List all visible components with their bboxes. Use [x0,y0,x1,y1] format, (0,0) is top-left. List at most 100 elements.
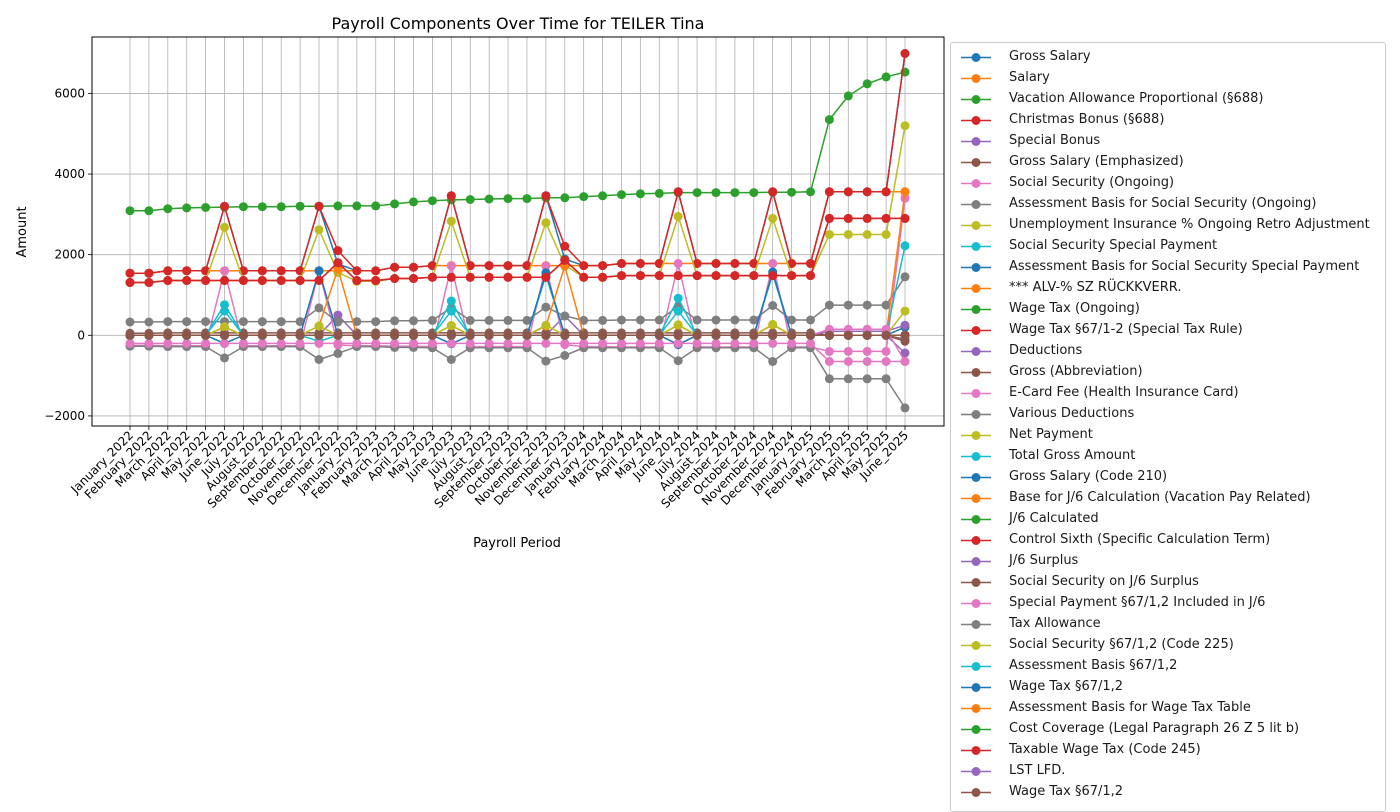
data-point [900,306,910,316]
data-point [617,338,626,348]
data-point [843,213,853,223]
data-point [881,72,891,82]
legend-label: Assessment Basis for Wage Tax Table [1009,700,1251,715]
legend-label: Special Bonus [1009,133,1101,148]
data-point [484,330,494,340]
data-point [201,338,211,348]
data-point [333,258,343,268]
data-point [673,187,683,197]
data-point [560,241,570,251]
data-point [427,272,437,282]
data-point [390,330,400,340]
data-point [333,246,343,256]
legend-marker [971,452,981,461]
chart-title: Payroll Components Over Time for TEILER … [332,14,705,33]
data-point [673,306,683,316]
data-point [371,276,381,285]
legend-marker [971,725,981,734]
data-point [503,315,513,325]
data-point [276,338,286,348]
data-point [352,266,362,276]
legend-item: Unemployment Insurance % Ongoing Retro A… [951,215,1385,236]
data-point [806,187,815,197]
legend-swatch [961,116,991,125]
legend-marker [971,515,981,524]
data-point [862,357,872,366]
legend-marker [971,641,981,650]
data-point [824,213,834,223]
legend-swatch [961,347,991,356]
data-point [730,271,740,281]
data-point [446,216,456,226]
data-point [446,191,456,201]
data-point [598,338,608,348]
data-point [730,315,740,325]
data-point [824,230,834,239]
data-point [201,203,211,212]
data-point [900,121,910,131]
legend-label: Deductions [1009,343,1083,358]
data-point [730,338,740,348]
data-point [579,261,589,271]
data-point [579,338,589,348]
data-point [862,79,872,89]
legend-marker [971,368,981,377]
legend-label: Base for J/6 Calculation (Vacation Pay R… [1009,490,1311,505]
data-point [787,338,797,348]
legend-swatch [961,536,991,545]
data-point [749,259,759,268]
data-point [768,213,778,223]
data-point [276,202,286,212]
data-point [730,259,740,268]
legend-item: Wage Tax §67/1-2 (Special Tax Rule) [951,320,1385,341]
data-point [371,201,381,211]
data-point [560,255,570,265]
data-point [768,330,778,340]
data-point [617,315,626,325]
legend-swatch [961,284,991,293]
legend-marker [971,788,981,797]
data-point [238,330,248,340]
data-point [314,303,324,313]
data-point [635,330,645,340]
legend-swatch [961,389,991,398]
data-point [182,317,192,327]
data-point [257,266,267,276]
legend-swatch [961,137,991,146]
data-point [144,206,154,216]
data-point [257,202,267,212]
y-axis-label: Amount [15,206,30,257]
data-point [862,213,872,223]
legend-swatch [961,326,991,335]
legend-item: Total Gross Amount [951,446,1385,467]
legend-label: Wage Tax §67/1-2 (Special Tax Rule) [1009,322,1243,337]
chart-background [0,0,948,800]
data-point [409,274,418,283]
data-point [333,330,343,340]
legend-label: Various Deductions [1009,406,1135,421]
data-point [522,338,532,348]
data-point [900,213,910,223]
data-point [654,188,664,198]
data-point [541,218,551,228]
legend-swatch [961,452,991,461]
data-point [711,271,721,281]
data-point [598,191,608,201]
legend-label: J/6 Surplus [1009,553,1079,568]
legend-label: Unemployment Insurance % Ongoing Retro A… [1009,217,1370,232]
data-point [824,357,834,366]
data-point [144,317,154,327]
data-point [900,272,910,282]
data-point [787,259,797,268]
data-point [352,317,362,327]
data-point [768,259,778,268]
data-point [522,330,532,340]
data-point [295,330,305,340]
legend-swatch [961,410,991,419]
data-point [182,266,192,276]
data-point [673,330,683,340]
legend-swatch [961,515,991,524]
series-35 [125,330,910,340]
legend-item: J/6 Calculated [951,509,1385,530]
data-point [390,338,400,348]
